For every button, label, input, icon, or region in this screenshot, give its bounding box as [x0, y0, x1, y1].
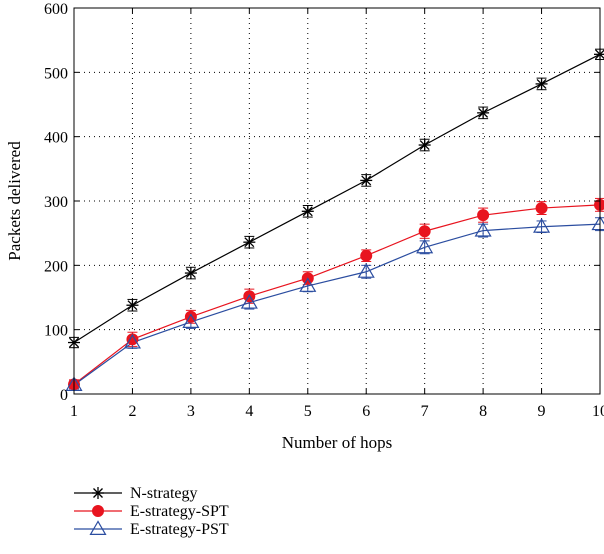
error-bars	[69, 48, 604, 390]
data-point-n-strategy	[301, 205, 314, 218]
x-tick-label: 5	[304, 403, 312, 420]
legend-marker	[92, 487, 104, 499]
x-tick-label: 4	[245, 403, 253, 420]
data-point-n-strategy	[360, 174, 373, 187]
y-tick-label: 300	[44, 194, 68, 211]
data-point-n-strategy	[594, 48, 604, 61]
data-point-e-strategy-pst	[182, 313, 200, 328]
data-point-e-strategy-spt	[360, 249, 373, 262]
data-point-n-strategy	[126, 299, 139, 312]
x-tick-label: 1	[70, 403, 78, 420]
data-point-e-strategy-pst	[299, 277, 317, 292]
data-point-e-strategy-pst	[416, 238, 434, 254]
y-tick-label: 200	[44, 258, 68, 275]
legend-marker	[89, 520, 107, 536]
y-tick-label: 100	[44, 323, 68, 340]
data-point-n-strategy	[184, 267, 197, 280]
data-point-e-strategy-spt	[477, 209, 490, 222]
legend-label: E-strategy-PST	[130, 521, 229, 538]
data-point-e-strategy-pst	[240, 293, 258, 309]
axis-ticks	[73, 7, 601, 395]
data-point-n-strategy	[535, 77, 548, 90]
series-markers	[65, 48, 604, 391]
y-tick-label: 600	[44, 1, 68, 18]
y-tick-label: 500	[44, 65, 68, 82]
x-tick-label: 8	[479, 403, 487, 420]
legend-label: N-strategy	[130, 485, 198, 502]
legend-marker	[92, 505, 104, 517]
data-point-n-strategy	[243, 236, 256, 249]
data-point-e-strategy-spt	[126, 333, 139, 346]
legend-item-n-strategy: N-strategy	[74, 485, 198, 502]
data-point-e-strategy-pst	[474, 221, 492, 237]
x-axis-label: Number of hops	[282, 433, 392, 452]
data-point-e-strategy-spt	[535, 202, 548, 215]
x-tick-label: 3	[187, 403, 195, 420]
y-axis-label: Packets delivered	[5, 141, 24, 261]
data-point-n-strategy	[418, 139, 431, 152]
y-tick-label: 0	[60, 387, 68, 404]
plot-frame	[73, 7, 601, 395]
x-tick-label: 9	[538, 403, 546, 420]
grid-lines	[74, 8, 600, 394]
data-point-n-strategy	[477, 106, 490, 119]
series-line-n-strategy	[73, 53, 601, 344]
legend-item-e-strategy-pst: E-strategy-PST	[74, 520, 229, 538]
data-point-e-strategy-spt	[418, 225, 431, 238]
data-point-e-strategy-pst	[123, 333, 141, 349]
x-tick-label: 10	[592, 403, 604, 420]
x-tick-label: 7	[421, 403, 429, 420]
x-tick-label: 2	[128, 403, 136, 420]
data-point-e-strategy-pst	[591, 215, 604, 231]
legend-label: E-strategy-SPT	[130, 503, 229, 520]
legend-item-e-strategy-spt: E-strategy-SPT	[74, 503, 229, 520]
series-line-e-strategy-spt	[73, 204, 601, 385]
data-point-e-strategy-pst	[357, 263, 375, 278]
x-tick-label: 6	[362, 403, 370, 420]
y-tick-label: 400	[44, 130, 68, 147]
series-line-e-strategy-pst	[73, 223, 601, 386]
data-point-e-strategy-pst	[533, 218, 551, 233]
series-lines	[73, 53, 601, 386]
